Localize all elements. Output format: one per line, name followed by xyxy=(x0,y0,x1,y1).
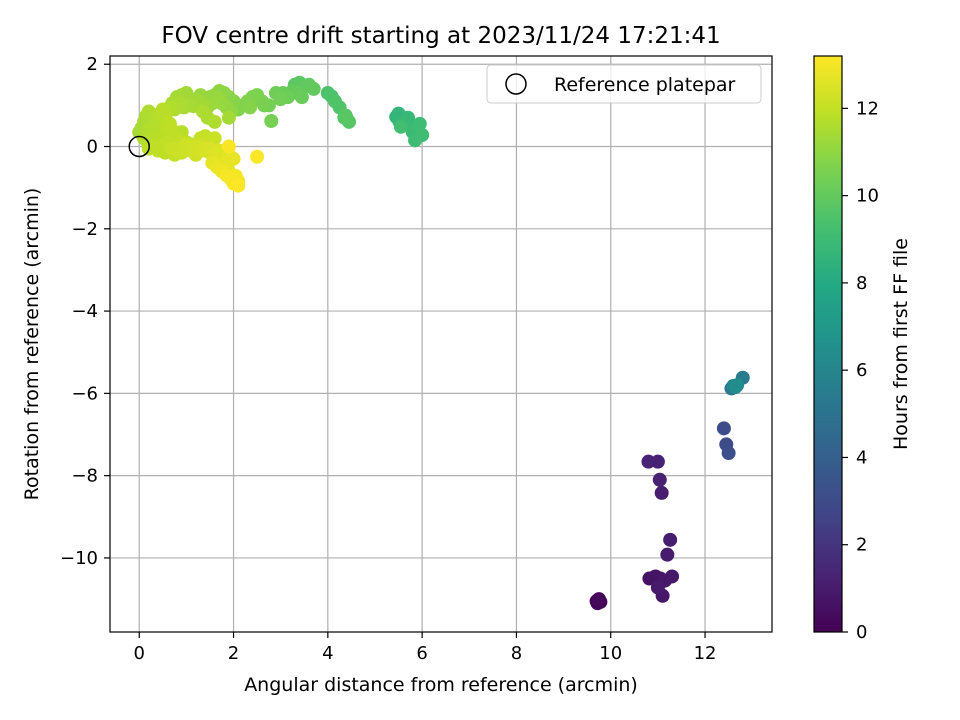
colorbar-tick-label: 12 xyxy=(856,98,879,119)
data-point xyxy=(650,580,665,595)
legend-box xyxy=(486,64,762,104)
data-points xyxy=(132,75,750,611)
data-point xyxy=(207,114,222,129)
x-tick-label: 6 xyxy=(416,643,427,664)
data-point xyxy=(264,114,279,129)
y-tick-label: −4 xyxy=(71,301,98,322)
data-point xyxy=(412,116,427,131)
data-point xyxy=(660,547,675,562)
colorbar-tick-label: 8 xyxy=(856,273,867,294)
data-point xyxy=(195,104,210,119)
colorbar-tick-label: 0 xyxy=(856,622,867,643)
reference-platepar-marker xyxy=(128,135,150,158)
legend-label-reference: Reference platepar xyxy=(554,74,736,96)
x-tick-label: 2 xyxy=(228,643,239,664)
data-point xyxy=(294,90,309,105)
x-tick-label: 0 xyxy=(134,643,145,664)
colorbar-gradient xyxy=(814,56,842,632)
data-point xyxy=(415,127,430,142)
data-point xyxy=(716,421,731,436)
x-axis-label: Angular distance from reference (arcmin) xyxy=(244,674,638,696)
y-tick-label: −8 xyxy=(71,466,98,487)
colorbar-tick-label: 2 xyxy=(856,535,867,556)
colorbar-frame xyxy=(813,55,843,633)
data-point xyxy=(665,569,680,584)
x-tick-label: 4 xyxy=(322,643,333,664)
y-tick-label: 2 xyxy=(87,54,98,75)
x-axis-ticks: 0 2 4 6 8 10 12 xyxy=(134,632,717,664)
y-tick-label: −6 xyxy=(71,383,98,404)
data-point xyxy=(393,119,408,134)
colorbar-tick-label: 6 xyxy=(856,360,867,381)
colorbar-tick-label: 4 xyxy=(856,447,867,468)
data-point xyxy=(221,139,236,154)
x-tick-label: 12 xyxy=(694,643,717,664)
y-tick-label: −10 xyxy=(60,548,98,569)
data-point xyxy=(338,108,353,123)
data-point xyxy=(641,454,656,469)
legend-marker-reference xyxy=(505,73,527,95)
data-point xyxy=(654,485,669,500)
x-tick-label: 8 xyxy=(511,643,522,664)
y-tick-label: 0 xyxy=(87,137,98,158)
y-tick-label: −2 xyxy=(71,219,98,240)
data-point xyxy=(721,446,736,461)
colorbar: 0 2 4 6 8 10 12 Hours from first FF file xyxy=(813,55,912,643)
colorbar-ticks: 0 2 4 6 8 10 12 xyxy=(842,98,879,643)
data-point xyxy=(591,592,606,607)
x-tick-label: 10 xyxy=(599,643,622,664)
data-point xyxy=(231,178,246,193)
data-point xyxy=(226,151,241,166)
data-point xyxy=(273,92,288,107)
plot-frame xyxy=(109,55,773,633)
data-point xyxy=(730,378,745,393)
y-axis-ticks: 2 0 −2 −4 −6 −8 −10 xyxy=(60,54,110,569)
data-point xyxy=(663,532,678,547)
data-point xyxy=(306,81,321,96)
data-point xyxy=(250,149,265,164)
y-axis-label: Rotation from reference (arcmin) xyxy=(21,188,43,501)
colorbar-tick-label: 10 xyxy=(856,186,879,207)
legend: Reference platepar xyxy=(486,64,762,104)
chart-title: FOV centre drift starting at 2023/11/24 … xyxy=(161,23,720,49)
colorbar-label: Hours from first FF file xyxy=(890,238,912,450)
data-point xyxy=(652,472,667,487)
data-point xyxy=(243,100,258,115)
data-point xyxy=(221,110,236,125)
